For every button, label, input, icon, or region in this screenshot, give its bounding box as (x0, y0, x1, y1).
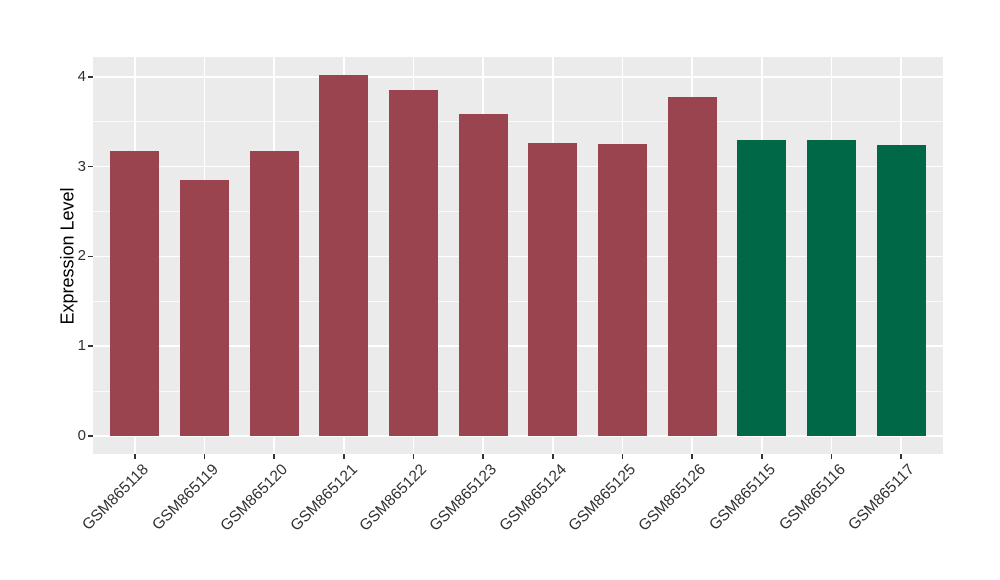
bar (598, 144, 647, 437)
x-axis-tick-mark (273, 454, 275, 459)
gridline-major-horizontal (93, 435, 943, 437)
y-axis-tick-label: 3 (77, 157, 86, 175)
bar (389, 90, 438, 437)
bar (110, 151, 160, 437)
x-axis-tick-mark (342, 454, 345, 459)
bar (458, 113, 508, 437)
gridline-minor-horizontal (93, 390, 943, 392)
bar (876, 145, 926, 437)
gridline-minor-horizontal (93, 300, 943, 302)
x-axis-tick-mark (830, 454, 833, 459)
x-axis-tick-label: GSM865120 (217, 461, 292, 535)
x-axis-tick-label: GSM865123 (426, 461, 501, 535)
bar (737, 139, 787, 437)
x-axis-tick-mark (203, 454, 206, 459)
gridline-major-horizontal (93, 165, 943, 168)
y-axis-tick-mark (88, 75, 93, 78)
gridline-major-horizontal (93, 75, 943, 78)
bar (249, 151, 299, 437)
gridline-minor-horizontal (93, 121, 943, 123)
x-axis-tick-label: GSM865121 (287, 461, 361, 535)
gridline-major-horizontal (93, 255, 943, 258)
y-axis-tick-mark (88, 435, 93, 437)
y-axis-tick-label: 1 (77, 337, 86, 355)
x-axis-tick-label: GSM865117 (845, 461, 919, 534)
gridline-minor-horizontal (93, 211, 943, 212)
bar (528, 143, 578, 437)
bar (807, 139, 856, 437)
x-axis-tick-label: GSM865125 (565, 461, 640, 535)
x-axis-tick-label: GSM865124 (496, 461, 570, 535)
x-axis-tick-label: GSM865115 (706, 461, 779, 534)
gridline-major-horizontal (93, 345, 943, 347)
bar (667, 97, 717, 437)
bar (319, 74, 369, 437)
y-axis-tick-label: 0 (77, 427, 86, 445)
bar (180, 180, 229, 437)
x-axis-tick-mark (412, 454, 415, 459)
y-axis-tick-mark (88, 165, 93, 168)
y-axis-tick-label: 2 (77, 247, 86, 265)
x-axis-tick-label: GSM865118 (79, 461, 152, 534)
y-axis-tick-mark (88, 345, 93, 348)
x-axis-tick-label: GSM865126 (635, 461, 710, 535)
y-axis-tick-mark (88, 255, 93, 258)
x-axis-tick-label: GSM865122 (356, 461, 431, 535)
x-axis-tick-label: GSM865119 (148, 461, 222, 534)
x-axis-tick-mark (133, 454, 136, 459)
x-axis-tick-mark (482, 454, 484, 459)
x-axis-tick-mark (551, 454, 554, 459)
x-axis-tick-mark (900, 454, 903, 459)
x-axis-tick-mark (761, 454, 763, 459)
x-axis-tick-mark (621, 454, 624, 459)
x-axis-tick-mark (691, 454, 694, 459)
y-axis-tick-label: 4 (77, 67, 86, 85)
plot-panel (93, 57, 943, 454)
x-axis-tick-label: GSM865116 (775, 461, 849, 534)
